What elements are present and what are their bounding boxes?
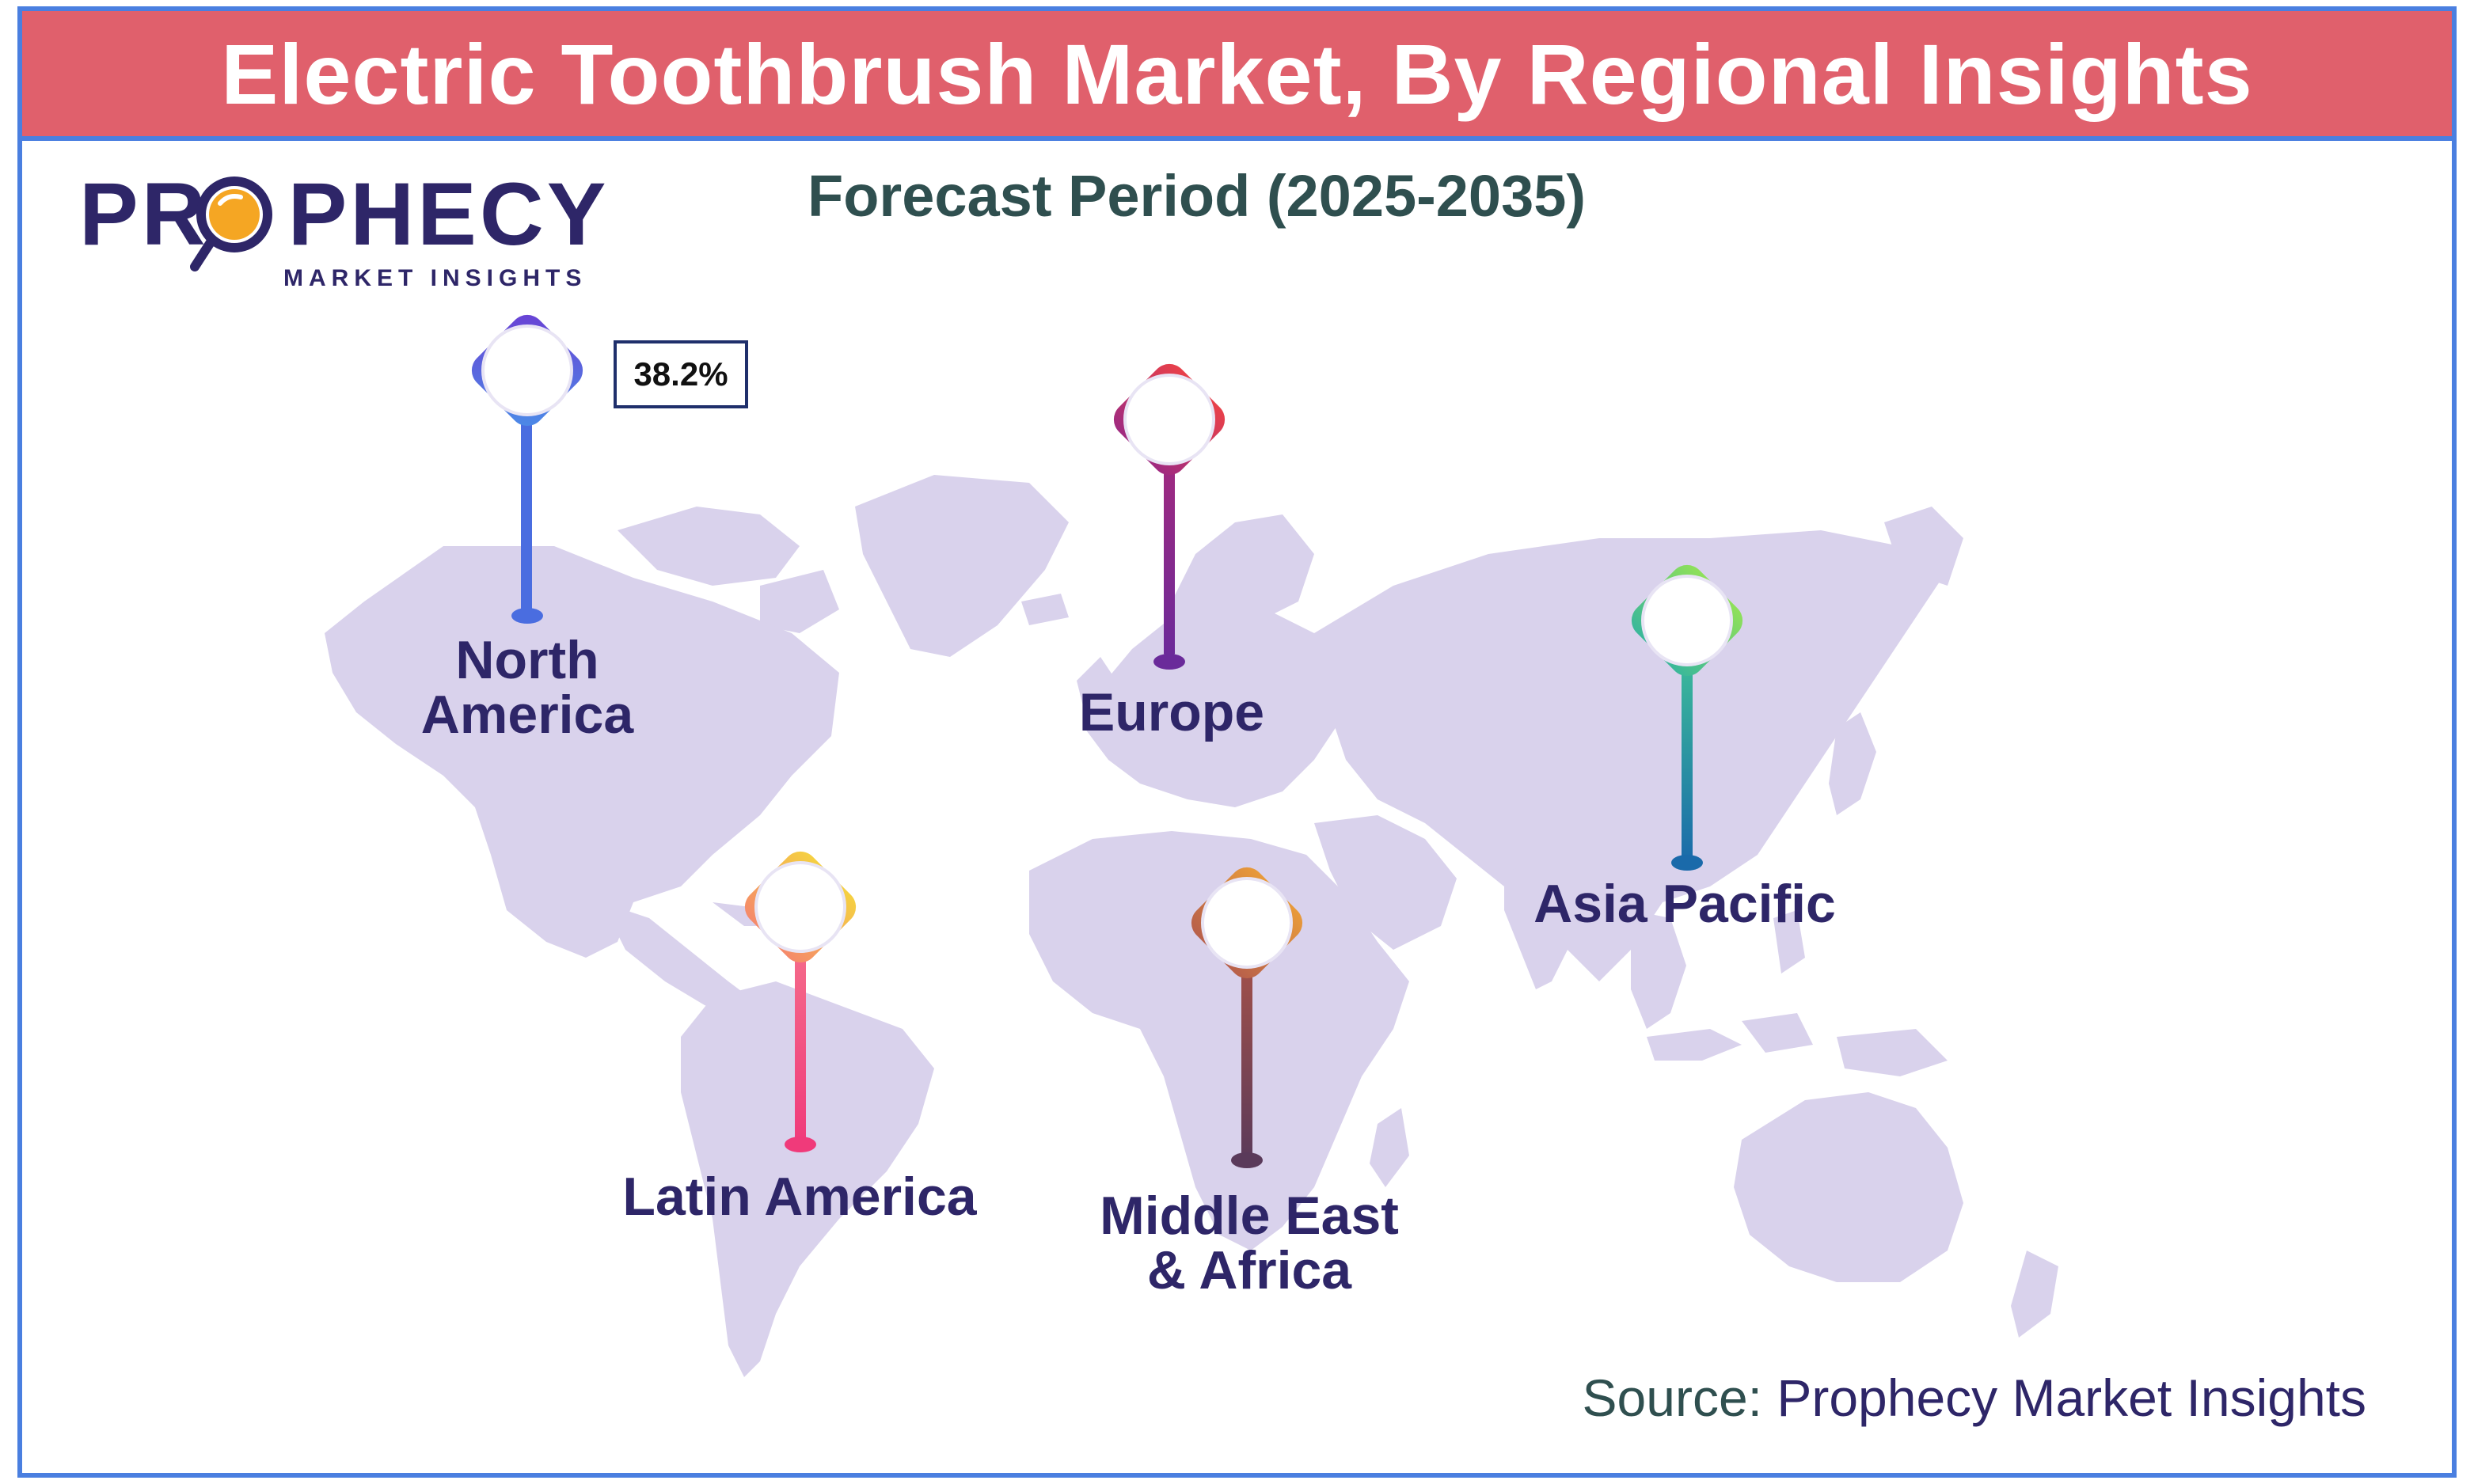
pin-north-america-stem bbox=[521, 419, 532, 617]
label-north-america: North America bbox=[420, 630, 634, 746]
land-masses bbox=[325, 475, 2058, 1377]
label-north-america-line2: America bbox=[420, 685, 634, 746]
land-africa bbox=[1029, 831, 1409, 1251]
pin-europe-base bbox=[1153, 654, 1185, 670]
label-middle-east-africa-line2: & Africa bbox=[1146, 1240, 1352, 1301]
label-middle-east-africa: Middle East & Africa bbox=[1100, 1186, 1399, 1301]
pin-north-america-center bbox=[481, 325, 573, 416]
label-asia-pacific: Asia Pacific bbox=[1533, 874, 1836, 934]
land-uk bbox=[1077, 657, 1116, 712]
land-europe bbox=[1085, 602, 1346, 807]
land-asia bbox=[1314, 530, 1948, 981]
logo-wordmark: PR PHECY bbox=[79, 170, 609, 259]
label-north-america-line1: North bbox=[455, 630, 599, 690]
land-japan bbox=[1829, 712, 1876, 815]
source-note: Source: Prophecy Market Insights bbox=[1583, 1368, 2366, 1428]
magnifier-icon bbox=[190, 176, 272, 271]
pin-middle-east-africa[interactable] bbox=[1184, 860, 1309, 1168]
logo-text-left: PR bbox=[79, 165, 209, 264]
land-arctic-islands bbox=[618, 507, 800, 586]
pin-latin-america-center bbox=[754, 861, 846, 953]
land-greenland bbox=[855, 475, 1069, 657]
land-iceland bbox=[1021, 594, 1069, 625]
land-indonesia-1 bbox=[1647, 1029, 1742, 1061]
logo-tagline: MARKET INSIGHTS bbox=[283, 265, 587, 291]
source-brand: Prophecy Market Insights bbox=[1777, 1368, 2366, 1427]
pin-latin-america[interactable] bbox=[738, 844, 863, 1152]
logo: PR PHECY MARKET INSIGHTS bbox=[79, 170, 610, 297]
pin-north-america-base bbox=[511, 608, 543, 624]
land-new-guinea bbox=[1837, 1029, 1948, 1076]
label-latin-america: Latin America bbox=[622, 1167, 977, 1227]
pin-europe-stem bbox=[1164, 464, 1175, 660]
pin-middle-east-africa-base bbox=[1231, 1152, 1263, 1168]
pin-asia-pacific[interactable] bbox=[1625, 558, 1750, 871]
subtitle: Forecast Period (2025-2035) bbox=[808, 163, 1587, 229]
pin-middle-east-africa-stem bbox=[1241, 967, 1252, 1162]
land-arabia bbox=[1314, 815, 1457, 950]
land-madagascar bbox=[1370, 1108, 1409, 1187]
label-europe: Europe bbox=[1078, 682, 1265, 742]
source-prefix: Source: bbox=[1582, 1368, 1777, 1427]
land-north-america bbox=[325, 546, 839, 958]
pin-latin-america-stem bbox=[795, 953, 806, 1146]
pin-europe[interactable] bbox=[1107, 357, 1232, 670]
pin-asia-pacific-stem bbox=[1682, 665, 1693, 863]
pin-latin-america-base bbox=[785, 1137, 816, 1152]
pin-europe-center bbox=[1123, 374, 1215, 465]
land-scandinavia bbox=[1164, 514, 1314, 633]
pin-middle-east-africa-center bbox=[1201, 877, 1293, 969]
pin-asia-pacific-base bbox=[1671, 855, 1703, 871]
label-middle-east-africa-line1: Middle East bbox=[1100, 1186, 1399, 1246]
land-south-america bbox=[681, 981, 934, 1377]
land-indonesia-2 bbox=[1742, 1013, 1813, 1053]
land-arctic-islands-2 bbox=[760, 570, 839, 633]
land-russia-east bbox=[1884, 507, 1963, 586]
pin-north-america[interactable] bbox=[465, 308, 590, 624]
logo-text-right: PHECY bbox=[287, 165, 610, 264]
land-india bbox=[1504, 863, 1583, 989]
land-philippines bbox=[1773, 910, 1805, 974]
page-title: Electric Toothbrush Market, By Regional … bbox=[221, 25, 2253, 122]
land-new-zealand bbox=[2011, 1251, 2058, 1338]
pin-asia-pacific-center bbox=[1641, 575, 1733, 666]
land-se-asia bbox=[1631, 910, 1686, 1029]
land-australia bbox=[1734, 1092, 1963, 1282]
land-central-america bbox=[602, 902, 760, 1021]
north-america-value: 38.2% bbox=[614, 340, 748, 408]
title-banner: Electric Toothbrush Market, By Regional … bbox=[17, 6, 2457, 141]
